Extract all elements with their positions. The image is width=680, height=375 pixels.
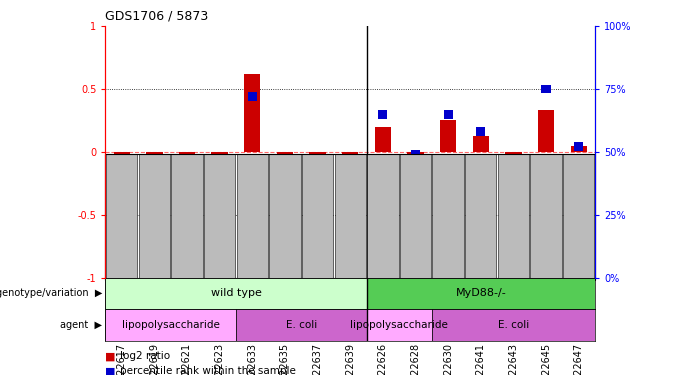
Text: wild type: wild type <box>211 288 261 298</box>
Text: GSM22617: GSM22617 <box>117 343 126 375</box>
Bar <box>309 152 326 221</box>
Bar <box>505 152 522 157</box>
FancyBboxPatch shape <box>302 154 333 280</box>
FancyBboxPatch shape <box>541 85 551 93</box>
FancyBboxPatch shape <box>236 309 367 341</box>
FancyBboxPatch shape <box>563 154 594 280</box>
Text: GSM22641: GSM22641 <box>476 343 486 375</box>
Text: GSM22628: GSM22628 <box>411 343 420 375</box>
FancyBboxPatch shape <box>106 154 137 280</box>
FancyBboxPatch shape <box>367 309 432 341</box>
Text: ■: ■ <box>105 366 116 375</box>
FancyBboxPatch shape <box>139 154 170 280</box>
FancyBboxPatch shape <box>117 236 126 244</box>
FancyBboxPatch shape <box>509 198 518 207</box>
FancyBboxPatch shape <box>443 110 453 118</box>
Bar <box>538 110 554 152</box>
Text: GSM22633: GSM22633 <box>248 343 257 375</box>
Text: GSM22635: GSM22635 <box>280 343 290 375</box>
Text: GSM22623: GSM22623 <box>215 343 224 375</box>
Bar <box>244 74 260 152</box>
FancyBboxPatch shape <box>313 185 322 194</box>
FancyBboxPatch shape <box>150 168 159 176</box>
FancyBboxPatch shape <box>574 142 583 151</box>
FancyBboxPatch shape <box>367 154 398 280</box>
Text: GSM22637: GSM22637 <box>313 343 322 375</box>
FancyBboxPatch shape <box>204 154 235 280</box>
FancyBboxPatch shape <box>432 309 595 341</box>
Text: GSM22630: GSM22630 <box>443 343 453 375</box>
FancyBboxPatch shape <box>237 154 268 280</box>
Bar <box>407 152 424 154</box>
Text: lipopolysaccharide: lipopolysaccharide <box>122 320 220 330</box>
Bar <box>473 135 489 152</box>
FancyBboxPatch shape <box>248 92 257 101</box>
Text: GSM22621: GSM22621 <box>182 343 192 375</box>
Bar <box>146 152 163 162</box>
FancyBboxPatch shape <box>432 154 464 280</box>
FancyBboxPatch shape <box>215 185 224 194</box>
FancyBboxPatch shape <box>105 309 236 341</box>
FancyBboxPatch shape <box>171 154 203 280</box>
FancyBboxPatch shape <box>465 154 496 280</box>
Text: GSM22647: GSM22647 <box>574 343 583 375</box>
Text: lipopolysaccharide: lipopolysaccharide <box>350 320 448 330</box>
Bar <box>342 152 358 217</box>
FancyBboxPatch shape <box>105 278 367 309</box>
Text: GDS1706 / 5873: GDS1706 / 5873 <box>105 10 209 22</box>
Bar <box>114 152 130 271</box>
FancyBboxPatch shape <box>269 154 301 280</box>
Text: GSM22643: GSM22643 <box>509 343 518 375</box>
FancyBboxPatch shape <box>400 154 431 280</box>
Bar <box>571 146 587 152</box>
Bar <box>375 127 391 152</box>
FancyBboxPatch shape <box>476 128 486 136</box>
Text: agent  ▶: agent ▶ <box>60 320 102 330</box>
Text: GSM22619: GSM22619 <box>150 343 159 375</box>
Text: GSM22626: GSM22626 <box>378 343 388 375</box>
FancyBboxPatch shape <box>530 154 562 280</box>
Text: log2 ratio: log2 ratio <box>120 351 171 361</box>
Text: MyD88-/-: MyD88-/- <box>456 288 506 298</box>
FancyBboxPatch shape <box>280 228 290 237</box>
Text: GSM22645: GSM22645 <box>541 343 551 375</box>
FancyBboxPatch shape <box>411 150 420 159</box>
Text: GSM22639: GSM22639 <box>345 343 355 375</box>
Bar <box>179 152 195 274</box>
FancyBboxPatch shape <box>345 205 355 214</box>
Bar <box>440 120 456 152</box>
Text: E. coli: E. coli <box>286 320 317 330</box>
Bar <box>277 152 293 212</box>
Text: percentile rank within the sample: percentile rank within the sample <box>120 366 296 375</box>
FancyBboxPatch shape <box>335 154 366 280</box>
FancyBboxPatch shape <box>378 110 388 118</box>
Text: E. coli: E. coli <box>498 320 529 330</box>
Bar <box>211 152 228 174</box>
FancyBboxPatch shape <box>182 228 192 237</box>
FancyBboxPatch shape <box>367 278 595 309</box>
FancyBboxPatch shape <box>498 154 529 280</box>
Text: ■: ■ <box>105 351 116 361</box>
Text: genotype/variation  ▶: genotype/variation ▶ <box>0 288 102 298</box>
